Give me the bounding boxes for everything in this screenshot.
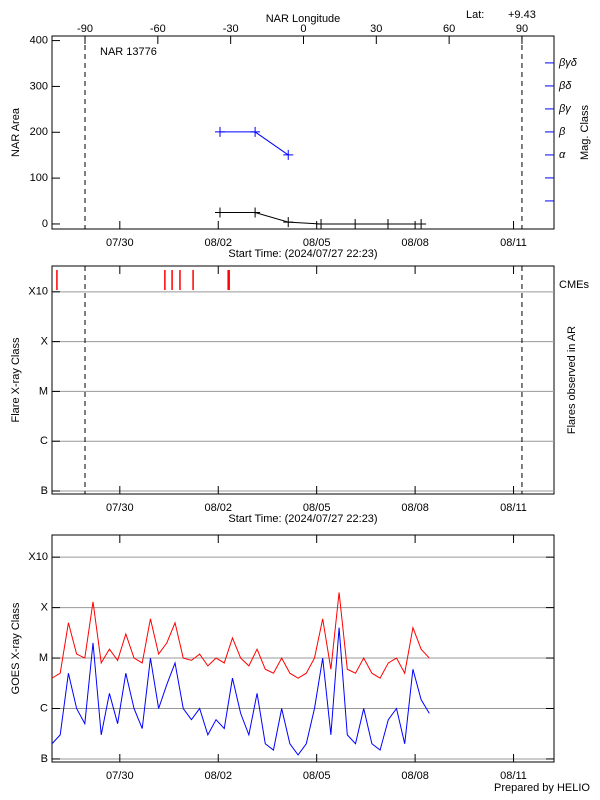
y-axis-label: GOES X-ray Class	[10, 602, 22, 694]
x2-tick-label: 30	[370, 23, 382, 35]
plot-frame	[51, 35, 555, 230]
x2-tick-label: -90	[77, 23, 93, 35]
y-tick-label: 400	[30, 34, 48, 46]
y-tick-label: M	[39, 385, 48, 397]
point-marker	[382, 218, 393, 229]
y-tick-label: C	[40, 702, 48, 714]
y-axis-label: NAR Area	[10, 107, 22, 157]
y2-axis-label: Mag. Class	[579, 104, 591, 160]
x-tick-label: 08/08	[401, 502, 429, 514]
y2-tick-label: β	[558, 126, 566, 138]
x2-tick-label: 0	[300, 23, 306, 35]
point-marker	[250, 207, 261, 218]
x-tick-label: 08/05	[303, 237, 331, 249]
y-tick-label: B	[41, 753, 48, 765]
point-marker	[214, 207, 225, 218]
point-marker	[416, 218, 427, 229]
x-tick-label: 08/11	[500, 770, 527, 782]
x2-tick-label: 90	[516, 23, 528, 35]
x-tick-label: 08/08	[401, 237, 429, 249]
point-marker	[283, 217, 294, 228]
y-tick-label: M	[39, 652, 48, 664]
series-line	[219, 131, 289, 156]
x2-tick-label: 60	[443, 23, 455, 35]
y2-tick-label: βγδ	[558, 57, 578, 69]
point-marker	[250, 126, 261, 137]
y-tick-label: B	[41, 485, 48, 497]
y-tick-label: X	[41, 602, 49, 614]
y-tick-label: C	[40, 435, 48, 447]
series-line	[51, 627, 430, 756]
y-tick-label: 300	[30, 80, 48, 92]
x-tick-label: 08/05	[303, 770, 331, 782]
series-line	[51, 592, 430, 679]
y-tick-label: 0	[42, 218, 48, 230]
point-marker	[350, 218, 361, 229]
panel-title: NAR 13776	[100, 46, 157, 58]
plot-frame	[51, 265, 555, 495]
legend-entry: CMEs	[559, 279, 589, 291]
x2-tick-label: -30	[223, 23, 239, 35]
x-tick-label: 08/11	[500, 502, 527, 514]
y2-tick-label: βδ	[558, 80, 572, 92]
footer: Prepared by HELIO	[494, 782, 590, 794]
y2-axis-label: Flares observed in AR	[566, 326, 578, 434]
y-tick-label: X10	[28, 286, 48, 298]
y-axis-label: Flare X-ray Class	[10, 337, 22, 422]
plot-frame	[51, 534, 555, 763]
point-marker	[283, 149, 294, 160]
x2-axis-label: NAR Longitude	[266, 13, 341, 25]
x2-tick-label: -60	[150, 23, 166, 35]
x-tick-label: 07/30	[106, 770, 134, 782]
x-tick-label: 08/11	[500, 237, 527, 249]
x-tick-label: 08/05	[303, 502, 331, 514]
point-marker	[316, 218, 327, 229]
x-tick-label: 08/02	[204, 770, 232, 782]
x-axis-label: Start Time: (2024/07/27 22:23)	[228, 513, 377, 525]
x-tick-label: 08/08	[401, 770, 429, 782]
lat-value: +9.43	[508, 9, 536, 21]
y2-tick-label: α	[559, 149, 566, 161]
y-tick-label: X10	[28, 551, 48, 563]
x-tick-label: 08/02	[204, 237, 232, 249]
y2-tick-label: βγ	[558, 103, 572, 115]
lat-label: Lat:	[466, 9, 484, 21]
y-tick-label: X	[41, 336, 49, 348]
x-tick-label: 07/30	[106, 237, 134, 249]
point-marker	[214, 126, 225, 137]
x-tick-label: 08/02	[204, 502, 232, 514]
y-tick-label: 100	[30, 172, 48, 184]
x-axis-label: Start Time: (2024/07/27 22:23)	[228, 248, 377, 260]
x-tick-label: 07/30	[106, 502, 134, 514]
y-tick-label: 200	[30, 126, 48, 138]
